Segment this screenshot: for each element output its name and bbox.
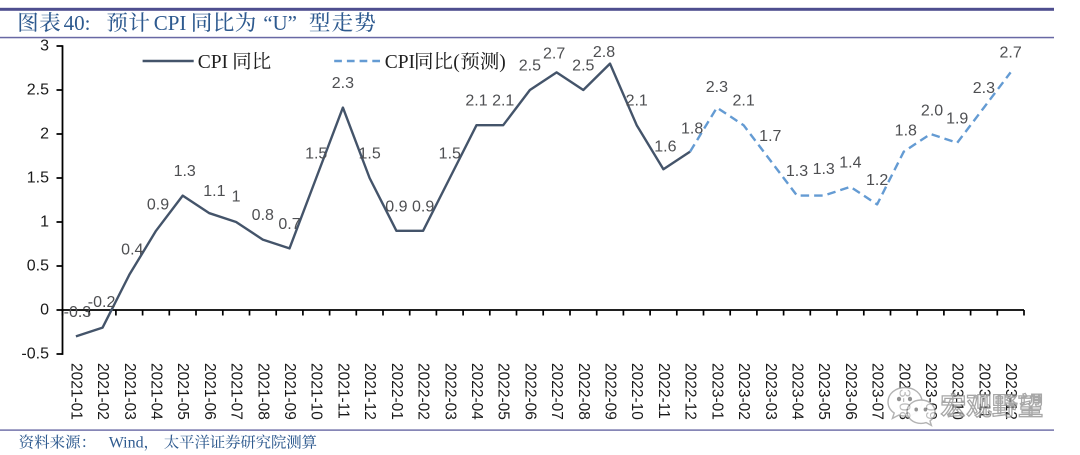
svg-text:1.4: 1.4 bbox=[839, 154, 861, 171]
svg-text:2023-03: 2023-03 bbox=[762, 363, 779, 420]
svg-text:2022-09: 2022-09 bbox=[602, 363, 619, 420]
svg-text:2021-08: 2021-08 bbox=[254, 363, 271, 420]
svg-text:1: 1 bbox=[40, 214, 49, 231]
svg-text:2021-06: 2021-06 bbox=[201, 363, 218, 420]
svg-text:2021-03: 2021-03 bbox=[121, 363, 138, 420]
svg-text:2.1: 2.1 bbox=[732, 93, 754, 110]
svg-text:3: 3 bbox=[40, 38, 49, 55]
svg-text:1.3: 1.3 bbox=[786, 163, 808, 180]
svg-text:1.2: 1.2 bbox=[866, 172, 888, 189]
svg-text:2.1: 2.1 bbox=[492, 93, 514, 110]
svg-text:2.5: 2.5 bbox=[519, 58, 541, 75]
svg-text:0.7: 0.7 bbox=[278, 216, 300, 233]
svg-text:1.9: 1.9 bbox=[946, 110, 968, 127]
svg-text:1.5: 1.5 bbox=[439, 146, 461, 163]
svg-text:2021-02: 2021-02 bbox=[94, 363, 111, 420]
svg-text:2023-10: 2023-10 bbox=[949, 363, 966, 420]
svg-text:2.5: 2.5 bbox=[27, 82, 49, 99]
svg-text:“U”: “U” bbox=[263, 11, 297, 35]
svg-text:2.1: 2.1 bbox=[626, 93, 648, 110]
svg-text:2.7: 2.7 bbox=[543, 45, 565, 62]
svg-text:2023-07: 2023-07 bbox=[869, 363, 886, 420]
svg-text:2022-02: 2022-02 bbox=[415, 363, 432, 420]
svg-text:1.6: 1.6 bbox=[654, 139, 676, 156]
svg-text:1.5: 1.5 bbox=[27, 170, 49, 187]
svg-text:1.5: 1.5 bbox=[358, 146, 380, 163]
svg-text:2023-06: 2023-06 bbox=[842, 363, 859, 420]
svg-text:1.8: 1.8 bbox=[681, 121, 703, 138]
svg-text:-0.3: -0.3 bbox=[64, 304, 92, 321]
svg-text:1: 1 bbox=[232, 189, 241, 206]
svg-text:2021-10: 2021-10 bbox=[308, 363, 325, 420]
svg-text:-0.2: -0.2 bbox=[88, 294, 116, 311]
svg-text:(: ( bbox=[453, 52, 460, 73]
svg-text:2022-05: 2022-05 bbox=[495, 363, 512, 420]
svg-text:2021-05: 2021-05 bbox=[174, 363, 191, 420]
svg-text:1.5: 1.5 bbox=[305, 146, 327, 163]
svg-text:2022-11: 2022-11 bbox=[655, 363, 672, 419]
svg-text:2.3: 2.3 bbox=[973, 80, 995, 97]
svg-text:2022-01: 2022-01 bbox=[388, 363, 405, 420]
svg-text:1.7: 1.7 bbox=[759, 128, 781, 145]
svg-text:0.4: 0.4 bbox=[121, 241, 143, 258]
svg-text:0.5: 0.5 bbox=[27, 258, 49, 275]
svg-text:CPI: CPI bbox=[154, 11, 187, 35]
svg-text:40:: 40: bbox=[64, 11, 91, 35]
svg-text:1.3: 1.3 bbox=[174, 163, 196, 180]
svg-text:2021-09: 2021-09 bbox=[281, 363, 298, 420]
svg-text:2.1: 2.1 bbox=[465, 93, 487, 110]
svg-text:2023-04: 2023-04 bbox=[789, 363, 806, 420]
svg-text:1.8: 1.8 bbox=[895, 123, 917, 140]
svg-text:2022-10: 2022-10 bbox=[628, 363, 645, 420]
svg-text:0: 0 bbox=[40, 302, 49, 319]
svg-text:-0.5: -0.5 bbox=[21, 346, 49, 363]
svg-text:2.8: 2.8 bbox=[593, 44, 615, 61]
svg-text:2022-04: 2022-04 bbox=[468, 363, 485, 420]
svg-text:2022-12: 2022-12 bbox=[682, 363, 699, 420]
svg-text:0.8: 0.8 bbox=[252, 207, 274, 224]
svg-text:2021-12: 2021-12 bbox=[361, 363, 378, 420]
svg-text:2021-04: 2021-04 bbox=[148, 363, 165, 420]
svg-text:2023-05: 2023-05 bbox=[815, 363, 832, 420]
svg-text:2.0: 2.0 bbox=[921, 103, 943, 120]
svg-text:2022-06: 2022-06 bbox=[521, 363, 538, 420]
svg-text:CPI: CPI bbox=[198, 52, 228, 73]
svg-text:2: 2 bbox=[40, 126, 49, 143]
svg-text:2021-07: 2021-07 bbox=[228, 363, 245, 420]
svg-text:CPI: CPI bbox=[385, 52, 415, 73]
svg-text:): ) bbox=[499, 52, 506, 73]
svg-text:2.5: 2.5 bbox=[572, 58, 594, 75]
svg-text:2.7: 2.7 bbox=[999, 44, 1021, 61]
svg-text:2021-01: 2021-01 bbox=[67, 363, 84, 420]
svg-text:0.9: 0.9 bbox=[412, 198, 434, 215]
svg-text:0.9: 0.9 bbox=[147, 196, 169, 213]
svg-text:2022-08: 2022-08 bbox=[575, 363, 592, 420]
svg-text:2022-03: 2022-03 bbox=[441, 363, 458, 420]
svg-text:2021-11: 2021-11 bbox=[334, 363, 351, 419]
svg-text:2023-01: 2023-01 bbox=[708, 363, 725, 420]
svg-text:1.1: 1.1 bbox=[203, 183, 225, 200]
svg-text:2022-07: 2022-07 bbox=[548, 363, 565, 420]
svg-text:0.9: 0.9 bbox=[385, 198, 407, 215]
svg-text:1.3: 1.3 bbox=[813, 161, 835, 178]
svg-text:Wind: Wind bbox=[109, 435, 144, 452]
svg-text:2.3: 2.3 bbox=[706, 79, 728, 96]
svg-text:2023-02: 2023-02 bbox=[735, 363, 752, 420]
svg-text:2.3: 2.3 bbox=[332, 75, 354, 92]
